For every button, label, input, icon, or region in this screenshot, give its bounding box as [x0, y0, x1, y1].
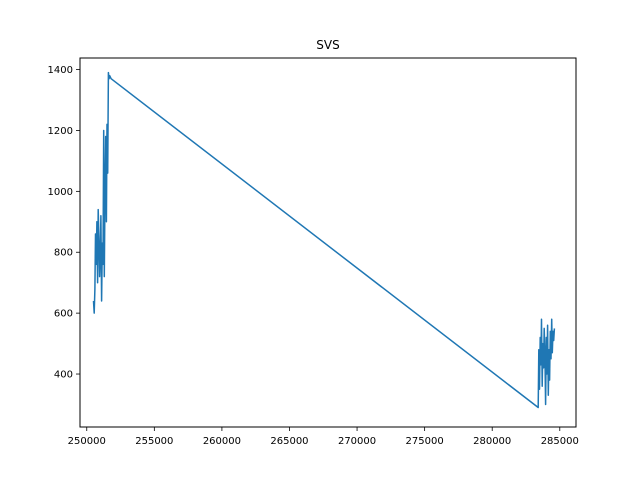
x-tick-label: 250000 — [68, 436, 106, 447]
x-tick-label: 285000 — [541, 436, 579, 447]
y-tick-label: 1200 — [48, 126, 73, 137]
y-tick-label: 400 — [54, 370, 73, 381]
y-tick-label: 800 — [54, 248, 73, 259]
x-tick-label: 255000 — [135, 436, 173, 447]
x-tick-label: 275000 — [406, 436, 444, 447]
chart-title: SVS — [316, 38, 339, 52]
plot-area — [92, 71, 556, 409]
x-tick-label: 280000 — [473, 436, 511, 447]
y-tick-label: 600 — [54, 309, 73, 320]
x-axis: 250000 255000 260000 265000 270000 275000 2800… — [68, 427, 579, 447]
x-tick-label: 260000 — [203, 436, 241, 447]
y-tick-label: 1400 — [48, 65, 73, 76]
x-tick-label: 265000 — [270, 436, 308, 447]
series-line-0 — [92, 71, 556, 409]
y-axis: 400 600 800 1000 1200 1400 — [48, 65, 80, 381]
x-tick-label: 270000 — [338, 436, 376, 447]
y-tick-label: 1000 — [48, 187, 73, 198]
axes-frame — [79, 57, 577, 428]
